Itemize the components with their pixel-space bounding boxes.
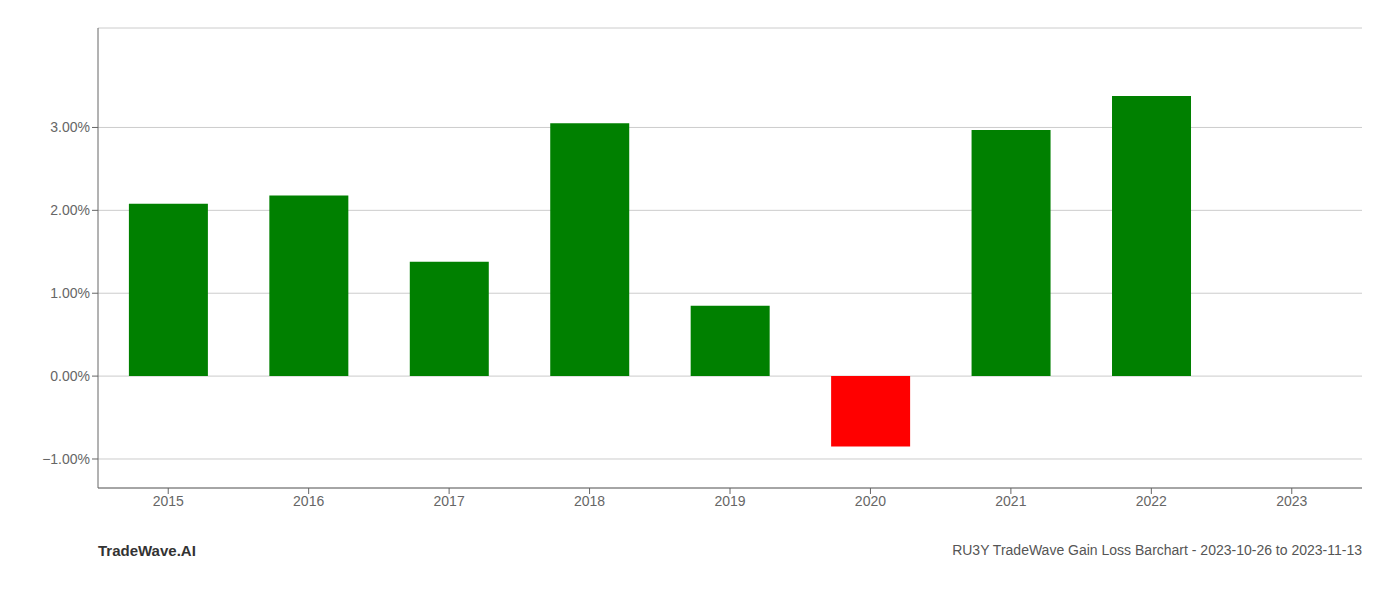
svg-text:0.00%: 0.00% xyxy=(50,368,90,384)
svg-text:2017: 2017 xyxy=(434,493,465,509)
svg-text:−1.00%: −1.00% xyxy=(42,451,90,467)
svg-text:3.00%: 3.00% xyxy=(50,119,90,135)
html-text:RU3Y TradeWave Gain Loss Barch: RU3Y TradeWave Gain Loss Barchart - 2023… xyxy=(952,542,1362,558)
svg-text:2016: 2016 xyxy=(293,493,324,509)
html-text:TradeWave.AI: TradeWave.AI xyxy=(98,542,196,559)
svg-text:2022: 2022 xyxy=(1136,493,1167,509)
svg-text:1.00%: 1.00% xyxy=(50,285,90,301)
svg-text:2015: 2015 xyxy=(153,493,184,509)
svg-text:2023: 2023 xyxy=(1276,493,1307,509)
svg-text:2020: 2020 xyxy=(855,493,886,509)
svg-text:2019: 2019 xyxy=(714,493,745,509)
svg-text:2021: 2021 xyxy=(995,493,1026,509)
svg-text:2.00%: 2.00% xyxy=(50,202,90,218)
svg-text:2018: 2018 xyxy=(574,493,605,509)
